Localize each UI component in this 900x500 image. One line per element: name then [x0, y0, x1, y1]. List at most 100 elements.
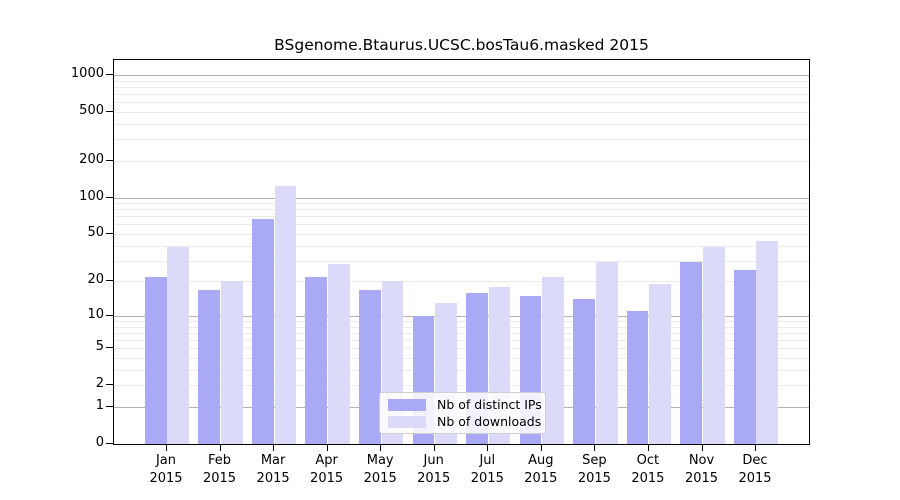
- x-axis-tick: [380, 445, 382, 451]
- bar-distinct-ips: [359, 289, 381, 444]
- y-tick-label: 500: [79, 102, 104, 118]
- x-tick-label: Apr 2015: [310, 453, 344, 486]
- bar-distinct-ips: [198, 289, 221, 444]
- gridline-minor: [114, 80, 809, 82]
- x-axis-tick: [594, 445, 596, 451]
- x-axis-tick: [326, 445, 328, 451]
- gridline-minor: [114, 340, 809, 342]
- x-axis-tick: [540, 445, 542, 451]
- gridline-major: [114, 315, 809, 317]
- gridline-minor: [114, 160, 809, 162]
- bar-distinct-ips: [305, 276, 328, 444]
- bar-downloads: [649, 284, 672, 444]
- gridline-minor: [114, 139, 809, 141]
- gridline-minor: [114, 369, 809, 371]
- x-tick-label: May 2015: [363, 453, 397, 486]
- x-tick-label: Jan 2015: [149, 453, 183, 486]
- gridline-minor: [114, 216, 809, 218]
- gridline-minor: [114, 86, 809, 88]
- x-axis-tick: [273, 445, 275, 451]
- x-axis-tick: [755, 445, 756, 451]
- x-axis-tick: [166, 445, 167, 451]
- y-axis-tick: [106, 196, 113, 198]
- chart-title: BSgenome.Btaurus.UCSC.bosTau6.masked 201…: [274, 36, 649, 54]
- x-tick-label: Feb 2015: [202, 453, 237, 486]
- y-axis-tick: [106, 73, 113, 75]
- gridline-minor: [114, 321, 809, 322]
- x-tick-label: Aug 2015: [524, 453, 558, 486]
- gridline-minor: [114, 203, 809, 204]
- bar-distinct-ips: [144, 276, 167, 444]
- bar-downloads: [756, 240, 779, 444]
- gridline-minor: [114, 385, 809, 387]
- y-tick-label: 2: [95, 376, 104, 392]
- bar-downloads: [328, 264, 350, 444]
- legend-swatch-distinct-ips: [388, 398, 426, 411]
- bar-distinct-ips: [680, 262, 703, 444]
- bar-downloads: [595, 262, 618, 444]
- gridline-major: [114, 197, 809, 199]
- y-axis-tick: [106, 443, 113, 444]
- gridline-minor: [114, 245, 809, 247]
- x-axis-tick: [647, 445, 649, 451]
- bar-distinct-ips: [251, 218, 274, 444]
- gridline-minor: [114, 234, 809, 235]
- gridline-minor: [114, 111, 809, 113]
- legend-label-downloads: Nb of downloads: [437, 414, 542, 429]
- y-tick-label: 1: [95, 398, 104, 413]
- y-tick-label: 5: [95, 339, 104, 355]
- y-tick-label: 0: [95, 435, 104, 450]
- legend-item-distinct-ips: Nb of distinct IPs: [388, 397, 542, 412]
- x-tick-label: Mar 2015: [256, 453, 290, 486]
- x-axis-tick: [219, 445, 221, 451]
- y-tick-label: 50: [87, 225, 104, 240]
- x-tick-label: Nov 2015: [684, 453, 719, 486]
- bar-downloads: [167, 246, 190, 444]
- y-axis-tick: [106, 406, 113, 407]
- x-tick-label: Jun 2015: [417, 453, 451, 486]
- y-axis-tick: [106, 384, 113, 386]
- y-tick-label: 100: [79, 188, 104, 204]
- bar-distinct-ips: [573, 299, 595, 444]
- legend-swatch-downloads: [388, 415, 426, 428]
- plot-area: [113, 59, 810, 445]
- bar-downloads: [274, 185, 297, 444]
- y-tick-label: 20: [87, 272, 104, 288]
- x-axis-tick: [433, 445, 435, 451]
- gridline-minor: [114, 123, 809, 125]
- gridline-minor: [114, 102, 809, 104]
- gridline-minor: [114, 94, 809, 95]
- bar-distinct-ips: [626, 311, 649, 444]
- gridline-minor: [114, 326, 809, 328]
- gridline-minor: [114, 209, 809, 211]
- y-axis-tick: [106, 110, 113, 112]
- gridline-minor: [114, 260, 809, 262]
- gridline-minor: [114, 224, 809, 226]
- x-axis-tick: [487, 445, 489, 451]
- legend: Nb of distinct IPs Nb of downloads: [379, 392, 546, 434]
- gridline-minor: [114, 332, 809, 334]
- gridline-minor: [114, 348, 809, 350]
- y-axis-tick: [106, 159, 113, 161]
- x-tick-label: Dec 2015: [738, 453, 772, 486]
- y-axis-tick: [106, 314, 113, 316]
- x-tick-label: Sep 2015: [577, 453, 611, 486]
- x-tick-label: Jul 2015: [470, 453, 504, 486]
- gridline-major: [114, 74, 809, 76]
- y-tick-label: 10: [87, 306, 104, 322]
- bar-downloads: [702, 246, 725, 444]
- y-axis-tick: [106, 233, 113, 234]
- bar-downloads: [542, 276, 564, 444]
- y-axis-tick: [106, 347, 113, 349]
- gridline-minor: [114, 358, 809, 359]
- gridline-minor: [114, 281, 809, 283]
- legend-label-distinct-ips: Nb of distinct IPs: [437, 397, 542, 412]
- y-axis-tick: [106, 280, 113, 282]
- legend-item-downloads: Nb of downloads: [388, 414, 541, 429]
- y-tick-label: 1000: [70, 65, 104, 81]
- bar-downloads: [220, 281, 243, 444]
- x-tick-label: Oct 2015: [631, 453, 665, 486]
- bar-distinct-ips: [733, 270, 756, 444]
- x-axis-tick: [701, 445, 703, 451]
